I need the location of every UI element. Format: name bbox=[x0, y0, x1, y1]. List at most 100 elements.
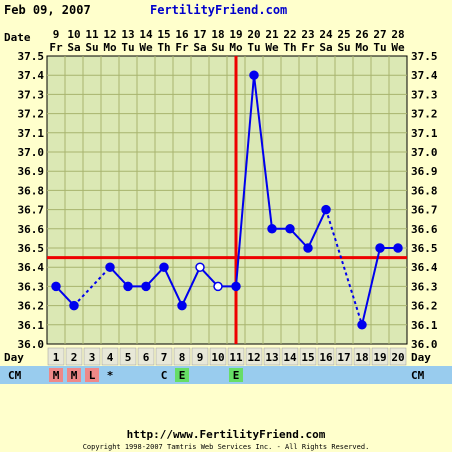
weekday-label: Th bbox=[157, 41, 170, 54]
weekday-label: We bbox=[391, 41, 405, 54]
temp-point bbox=[177, 300, 187, 311]
y-tick-label-left: 36.6 bbox=[18, 223, 45, 236]
footer-url[interactable]: http://www.FertilityFriend.com bbox=[126, 428, 326, 441]
y-tick-label-left: 36.8 bbox=[18, 184, 45, 197]
temp-point-open bbox=[195, 262, 205, 272]
chart-grid bbox=[47, 56, 407, 344]
date-label: 23 bbox=[301, 28, 314, 41]
date-label: 12 bbox=[103, 28, 116, 41]
temp-segment-dashed bbox=[325, 209, 363, 326]
temp-point bbox=[159, 262, 169, 272]
date-label: 20 bbox=[247, 28, 260, 41]
weekday-label: Su bbox=[337, 41, 350, 54]
temp-point bbox=[141, 281, 151, 292]
date-label: 24 bbox=[319, 28, 333, 41]
cm-cell bbox=[67, 368, 81, 382]
date-label: 16 bbox=[175, 28, 189, 41]
y-tick-label-right: 36.6 bbox=[411, 223, 438, 236]
y-tick-label-left: 36.5 bbox=[18, 242, 45, 255]
temp-point bbox=[267, 224, 277, 234]
y-tick-label-right: 36.9 bbox=[411, 165, 438, 178]
cm-cell bbox=[229, 368, 243, 382]
y-tick-label-right: 37.1 bbox=[411, 127, 438, 140]
temp-point bbox=[321, 204, 331, 215]
y-tick-label-left: 37.1 bbox=[18, 127, 45, 140]
cm-label: E bbox=[179, 369, 186, 382]
temp-segment-dashed bbox=[73, 266, 111, 307]
date-label: 14 bbox=[139, 28, 153, 41]
day-number-label: 6 bbox=[143, 351, 150, 364]
y-tick-label-left: 36.2 bbox=[18, 300, 45, 313]
day-number-label: 5 bbox=[125, 351, 132, 364]
y-tick-label-left: 36.4 bbox=[18, 261, 45, 274]
y-tick-label-right: 37.5 bbox=[411, 50, 438, 63]
day-number-label: 8 bbox=[179, 351, 186, 364]
date-label: 22 bbox=[283, 28, 296, 41]
date-label: 9 bbox=[53, 28, 60, 41]
weekday-label: Mo bbox=[103, 41, 117, 54]
cm-cell bbox=[175, 368, 189, 382]
weekday-label: Mo bbox=[229, 41, 243, 54]
day-number-label: 10 bbox=[211, 351, 224, 364]
cm-row-label-right: CM bbox=[411, 369, 425, 382]
weekday-label: Tu bbox=[373, 41, 386, 54]
day-cell bbox=[245, 347, 263, 366]
day-number-label: 18 bbox=[355, 351, 368, 364]
temp-point bbox=[105, 262, 115, 272]
cm-label: L bbox=[89, 369, 96, 382]
site-name[interactable]: FertilityFriend.com bbox=[150, 3, 288, 17]
weekday-label: Su bbox=[85, 41, 98, 54]
y-tick-label-right: 36.3 bbox=[411, 280, 438, 293]
day-cell bbox=[389, 347, 407, 366]
cm-label: M bbox=[71, 369, 78, 382]
weekday-label: We bbox=[139, 41, 153, 54]
chart-axis-labels: 36.0 36.0 36.1 36.1 36.2 36.2 36.3 36.3 36.4 36.4… bbox=[18, 28, 438, 351]
temperature-series bbox=[51, 70, 403, 330]
day-cell bbox=[281, 347, 299, 366]
temp-point bbox=[303, 243, 313, 253]
day-cell bbox=[65, 347, 83, 366]
weekday-label: Tu bbox=[247, 41, 260, 54]
date-label: 11 bbox=[85, 28, 99, 41]
y-tick-label-left: 36.0 bbox=[18, 338, 45, 351]
day-number-label: 7 bbox=[161, 351, 168, 364]
day-cell bbox=[317, 347, 335, 366]
chart-date: Feb 09, 2007 bbox=[4, 3, 91, 17]
day-cell bbox=[173, 347, 191, 366]
day-number-label: 3 bbox=[89, 351, 96, 364]
y-tick-label-left: 37.3 bbox=[18, 88, 45, 101]
y-tick-label-left: 37.0 bbox=[18, 146, 45, 159]
day-number-label: 4 bbox=[107, 351, 114, 364]
y-tick-label-right: 37.0 bbox=[411, 146, 438, 159]
temp-point bbox=[285, 224, 295, 234]
weekday-label: Th bbox=[283, 41, 296, 54]
y-tick-label-right: 36.7 bbox=[411, 204, 438, 217]
weekday-label: Mo bbox=[355, 41, 369, 54]
temp-point bbox=[123, 281, 133, 292]
cm-label: * bbox=[107, 369, 114, 382]
temp-point bbox=[69, 300, 79, 311]
temp-point bbox=[357, 320, 367, 330]
temp-point bbox=[393, 243, 403, 253]
temp-point bbox=[231, 281, 241, 292]
date-label: 13 bbox=[121, 28, 134, 41]
day-cell bbox=[47, 347, 65, 366]
y-tick-label-left: 36.9 bbox=[18, 165, 45, 178]
y-tick-label-left: 36.1 bbox=[18, 319, 45, 332]
temp-segment bbox=[181, 266, 201, 307]
cm-row-label-left: CM bbox=[8, 369, 22, 382]
date-label: 17 bbox=[193, 28, 206, 41]
day-cell bbox=[137, 347, 155, 366]
day-number-label: 2 bbox=[71, 351, 78, 364]
date-row-label: Date bbox=[4, 31, 31, 44]
footer-copyright: Copyright 1998-2007 Tamtris Web Services… bbox=[82, 443, 370, 451]
weekday-label: Sa bbox=[193, 41, 206, 54]
day-cell bbox=[299, 347, 317, 366]
temp-segment bbox=[361, 247, 381, 326]
date-label: 26 bbox=[355, 28, 369, 41]
y-tick-label-left: 37.4 bbox=[18, 69, 45, 82]
day-number-label: 9 bbox=[197, 351, 204, 364]
day-row-label-right: Day bbox=[411, 351, 431, 364]
day-number-label: 13 bbox=[265, 351, 278, 364]
day-cell bbox=[191, 347, 209, 366]
